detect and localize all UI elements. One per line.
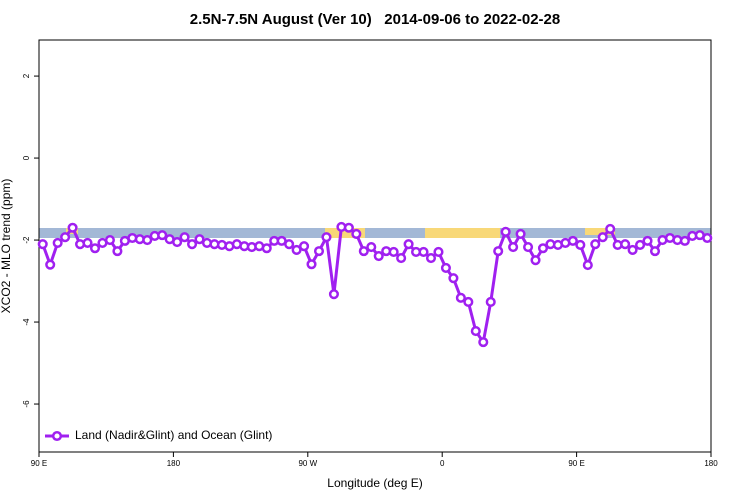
data-point: [179, 232, 190, 243]
data-point: [67, 222, 78, 233]
data-point: [627, 244, 638, 255]
x-axis-label: Longitude (deg E): [327, 476, 422, 490]
data-point: [523, 241, 534, 253]
data-point: [351, 228, 362, 239]
data-point: [299, 241, 310, 252]
data-point: [590, 239, 601, 250]
data-point: [620, 239, 631, 250]
data-point: [635, 239, 646, 251]
data-point: [157, 230, 168, 241]
data-point: [515, 228, 526, 239]
x-tick-label: 180: [704, 459, 718, 468]
data-point: [321, 232, 332, 243]
data-point: [104, 235, 115, 246]
data-point: [396, 253, 407, 264]
y-tick-label: -6: [22, 400, 31, 408]
data-point: [37, 239, 48, 250]
data-point: [358, 246, 369, 257]
data-point: [306, 259, 317, 270]
data-point: [373, 250, 384, 262]
y-tick-label: 0: [22, 155, 31, 160]
data-point: [403, 239, 414, 250]
data-point: [478, 337, 489, 348]
data-point: [642, 235, 653, 246]
data-point: [508, 241, 519, 253]
x-tick-label: 180: [167, 459, 181, 468]
ocean-band: [39, 228, 711, 238]
y-tick-label: -4: [22, 318, 31, 326]
data-point: [530, 255, 541, 266]
data-point: [89, 243, 101, 254]
y-tick-label: 2: [22, 73, 31, 78]
data-point: [291, 244, 302, 255]
data-point: [433, 246, 444, 257]
data-point: [45, 259, 56, 270]
y-axis-label: XCO2 - MLO trend (ppm): [0, 179, 13, 314]
data-point: [172, 237, 183, 248]
data-point: [194, 234, 205, 245]
data-point: [679, 235, 690, 246]
x-tick-label: 90 E: [568, 459, 584, 468]
data-point: [605, 223, 616, 235]
land-patch: [325, 228, 365, 238]
y-tick-label: -2: [22, 236, 31, 244]
data-point: [597, 232, 608, 243]
data-point: [366, 241, 377, 253]
data-point: [388, 246, 399, 257]
data-point: [284, 239, 295, 250]
x-tick-label: 90 W: [298, 459, 317, 468]
legend-swatch-marker: [51, 430, 63, 442]
data-point: [537, 243, 549, 254]
chart-title: 2.5N-7.5N August (Ver 10) 2014-09-06 to …: [190, 11, 560, 28]
land-patch: [425, 228, 500, 238]
data-point: [567, 235, 578, 246]
data-point: [500, 226, 511, 237]
data-point: [418, 246, 429, 257]
data-point: [187, 239, 198, 250]
data-point: [313, 246, 325, 257]
data-point: [463, 296, 474, 308]
data-point: [582, 260, 593, 271]
data-point: [60, 232, 71, 243]
data-point: [485, 296, 496, 308]
x-tick-label: 90 E: [31, 459, 47, 468]
data-point: [425, 253, 437, 264]
data-point: [493, 246, 504, 257]
data-point: [702, 232, 713, 244]
data-point: [261, 243, 272, 254]
data-point: [470, 326, 481, 337]
data-point: [142, 235, 153, 246]
data-point: [448, 273, 459, 284]
x-tick-label: 0: [440, 459, 445, 468]
data-point: [112, 246, 123, 257]
data-point: [575, 239, 586, 251]
data-point: [82, 237, 93, 248]
land-patch: [585, 228, 615, 235]
data-point: [343, 222, 354, 233]
data-point: [455, 292, 466, 303]
data-point: [328, 289, 339, 300]
data-point: [440, 262, 451, 273]
legend-label: Land (Nadir&Glint) and Ocean (Glint): [75, 428, 272, 442]
data-point: [649, 246, 661, 257]
data-point: [52, 237, 63, 248]
